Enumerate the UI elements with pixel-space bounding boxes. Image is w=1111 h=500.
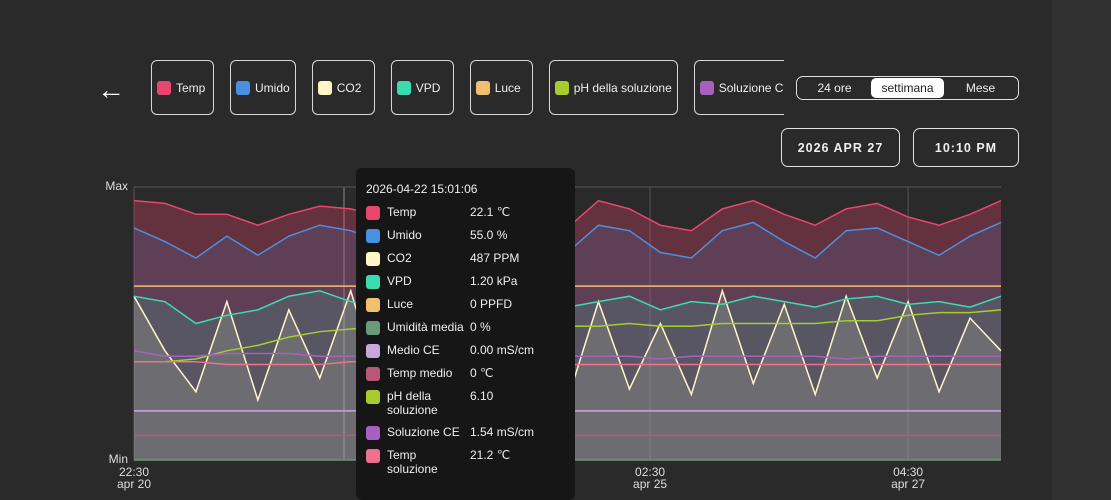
tooltip-swatch (366, 298, 380, 312)
filter-chip[interactable]: Umido (230, 60, 296, 115)
tooltip-row: Temp soluzione 21.2 ℃ (366, 448, 565, 476)
y-tick-label: Min (109, 452, 128, 466)
tooltip-name: CO2 (387, 251, 412, 265)
chip-swatch (157, 80, 171, 95)
tooltip-swatch (366, 229, 380, 243)
tooltip-name: Umidità media (387, 320, 464, 334)
tooltip-value: 0 % (470, 320, 491, 334)
chip-label: Luce (494, 80, 521, 95)
tooltip-value: 1.20 kPa (470, 274, 518, 288)
tooltip-name: Umido (387, 228, 422, 242)
x-tick-label: 22:30 apr 20 (116, 465, 152, 491)
tooltip-value: 22.1 ℃ (470, 205, 511, 219)
chip-swatch (475, 80, 490, 95)
tooltip-value: 0.00 mS/cm (470, 343, 535, 357)
time-button[interactable]: 10:10 PM (913, 128, 1019, 167)
tooltip-row: pH della soluzione 6.10 (366, 389, 565, 417)
chip-swatch (699, 80, 714, 95)
filter-chip[interactable]: Temp (151, 60, 214, 115)
series-area (134, 290, 1001, 460)
tooltip-swatch (366, 390, 380, 404)
tooltip-swatch (366, 367, 380, 381)
tooltip-name: VPD (387, 274, 412, 288)
date-button[interactable]: 2026 APR 27 (781, 128, 900, 167)
tooltip-swatch (366, 449, 380, 463)
chip-label: VPD (415, 80, 441, 95)
tooltip-value: 1.54 mS/cm (470, 425, 535, 439)
range-tab[interactable]: Mese (965, 81, 996, 95)
chip-swatch (236, 80, 250, 95)
x-tick-label: 02:30 apr 25 (633, 465, 668, 491)
filter-chip[interactable]: pH della soluzione (548, 60, 678, 115)
tooltip-row: Umidità media 0 % (366, 320, 565, 335)
tooltip-value: 487 PPM (470, 251, 520, 265)
y-tick-label: Max (105, 179, 128, 193)
chip-label: pH della soluzione (573, 80, 672, 95)
tooltip-name: Temp soluzione (387, 448, 438, 476)
tooltip-name: Temp medio (387, 366, 453, 380)
filter-chip[interactable]: Luce (469, 60, 533, 115)
tooltip-time: 2026-04-22 15:01:06 (366, 182, 478, 196)
chip-swatch (396, 80, 411, 95)
tooltip-swatch (366, 321, 380, 335)
tooltip-name: pH della soluzione (387, 389, 438, 417)
filter-chips: Temp Umido CO2 VPD Luce pH della soluzione Sol… (151, 60, 784, 118)
tooltip: 2026-04-22 15:01:06 Temp 22.1 ℃ Umido 55.0 … (356, 168, 575, 500)
tooltip-value: 0 ℃ (470, 366, 494, 380)
tooltip-swatch (366, 426, 380, 440)
tooltip-name: Medio CE (387, 343, 440, 357)
x-tick-label: 04:30 apr 27 (891, 465, 926, 491)
tooltip-name: Luce (387, 297, 414, 311)
chip-swatch (317, 80, 332, 95)
tooltip-row: Soluzione CE 1.54 mS/cm (366, 425, 565, 440)
tooltip-swatch (366, 206, 380, 220)
range-tab[interactable]: 24 ore (817, 81, 852, 95)
tooltip-row: Temp medio 0 ℃ (366, 366, 565, 381)
tooltip-swatch (366, 252, 380, 266)
filter-chip[interactable]: Soluzione CE (693, 60, 784, 115)
tooltip-row: Temp 22.1 ℃ (366, 205, 565, 220)
back-button[interactable]: ← (97, 74, 125, 105)
filter-chip[interactable]: CO2 (311, 60, 375, 115)
tooltip-name: Temp (387, 205, 417, 219)
tooltip-row: VPD 1.20 kPa (366, 274, 565, 289)
tooltip-swatch (366, 275, 380, 289)
range-tab[interactable]: settimana (871, 78, 944, 98)
chip-swatch (554, 80, 569, 95)
range-tabs: 24 ore settimana Mese (796, 76, 1019, 100)
chip-label: Umido (255, 80, 290, 95)
tooltip-row: CO2 487 PPM (366, 251, 565, 266)
tooltip-row: Umido 55.0 % (366, 228, 565, 243)
tooltip-name: Soluzione CE (387, 425, 460, 439)
chip-label: CO2 (336, 80, 362, 95)
side-panel (1052, 0, 1111, 500)
tooltip-row: Medio CE 0.00 mS/cm (366, 343, 565, 358)
chip-label: Temp (176, 80, 206, 95)
tooltip-value: 55.0 % (470, 228, 508, 242)
tooltip-swatch (366, 344, 380, 358)
chip-label: Soluzione CE (718, 80, 784, 95)
filter-chip[interactable]: VPD (390, 60, 454, 115)
tooltip-value: 6.10 (470, 389, 494, 403)
tooltip-value: 0 PPFD (470, 297, 513, 311)
tooltip-row: Luce 0 PPFD (366, 297, 565, 312)
tooltip-value: 21.2 ℃ (470, 448, 511, 462)
